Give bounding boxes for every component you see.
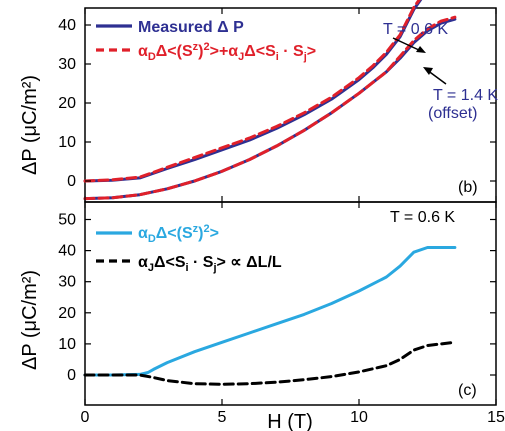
legend-label-dashed: αJΔ<Si · Sj> ∝ ΔL/L bbox=[138, 254, 282, 274]
panel-c-x-ticks: 0 5 10 15 bbox=[81, 202, 505, 426]
panel-c-frame bbox=[84, 201, 497, 406]
panel-label-b: (b) bbox=[458, 179, 478, 196]
annotation-offset: (offset) bbox=[428, 105, 478, 122]
y-tick-label: 10 bbox=[58, 134, 76, 151]
series-line-b-3 bbox=[83, 15, 457, 201]
y-tick-label: 50 bbox=[58, 212, 76, 229]
y-tick-label: 20 bbox=[58, 305, 76, 322]
legend-label-measured: Measured Δ P bbox=[138, 19, 244, 36]
y-tick-label: 0 bbox=[67, 173, 76, 190]
y-tick-label: 0 bbox=[67, 367, 76, 384]
panel-b: 0 10 20 30 40 Measured Δ P αDΔ<(Sz)2>+αJΔ<Si… bbox=[19, 0, 498, 203]
panel-c-y-ticks: 0 10 20 30 40 50 bbox=[58, 212, 496, 384]
arrow-head-icon bbox=[423, 67, 433, 75]
y-tick-label: 30 bbox=[58, 56, 76, 73]
panel-c: 0 10 20 30 40 50 0 5 10 15 αDΔ<(Sz)2> αJΔ<Si · S… bbox=[19, 201, 505, 431]
panel-b-y-axis-label: ΔP (μC/m²) bbox=[19, 75, 41, 175]
series-line-b-1 bbox=[83, 0, 421, 183]
y-tick-label: 30 bbox=[58, 274, 76, 291]
series-line-c-0 bbox=[83, 246, 457, 377]
panel-b-series bbox=[83, 0, 457, 201]
x-tick-label: 5 bbox=[218, 409, 227, 426]
x-tick-label: 0 bbox=[81, 409, 90, 426]
y-tick-label: 40 bbox=[58, 243, 76, 260]
arrow-head-icon bbox=[416, 46, 426, 53]
legend-label-cyan: αDΔ<(Sz)2> bbox=[138, 223, 219, 245]
series-line-c-1 bbox=[83, 340, 457, 386]
panel-c-y-axis-label: ΔP (μC/m²) bbox=[19, 270, 41, 370]
legend-label-model: αDΔ<(Sz)2>+αJΔ<Si · Sj> bbox=[138, 41, 316, 63]
panel-c-series bbox=[83, 246, 457, 386]
y-tick-label: 10 bbox=[58, 336, 76, 353]
annotation-t-06: T = 0.6 K bbox=[383, 21, 448, 38]
x-tick-label: 10 bbox=[350, 409, 368, 426]
annotation-t-06-c: T = 0.6 K bbox=[390, 209, 455, 226]
y-tick-label: 20 bbox=[58, 95, 76, 112]
annotation-arrow-t-06 bbox=[392, 37, 422, 52]
panel-b-x-ticks bbox=[84, 8, 497, 202]
y-tick-label: 40 bbox=[58, 17, 76, 34]
x-axis-label: H (T) bbox=[267, 411, 313, 431]
panel-label-c: (c) bbox=[458, 382, 477, 399]
panel-b-y-ticks: 0 10 20 30 40 bbox=[58, 17, 496, 190]
annotation-t-14: T = 1.4 K bbox=[433, 87, 498, 104]
x-tick-label: 15 bbox=[487, 409, 505, 426]
